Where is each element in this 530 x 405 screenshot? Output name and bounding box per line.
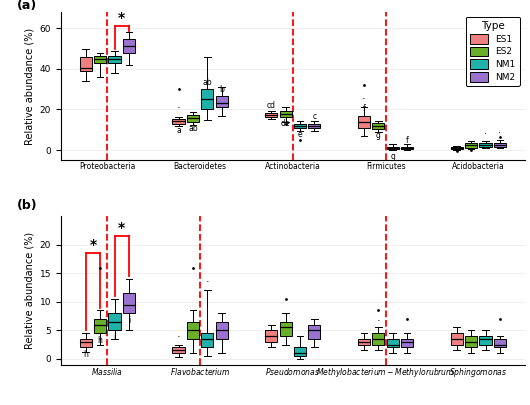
Text: h: h <box>83 350 88 359</box>
Text: g: g <box>390 151 395 161</box>
Bar <box>280 322 292 336</box>
Bar <box>494 339 506 347</box>
Bar <box>187 115 199 122</box>
Bar <box>373 333 384 345</box>
Text: ·: · <box>484 129 487 139</box>
Bar <box>465 336 477 347</box>
Bar <box>373 123 384 129</box>
Bar <box>387 147 399 149</box>
Bar <box>308 325 321 339</box>
Bar <box>80 339 92 347</box>
Bar <box>94 56 106 63</box>
Bar <box>401 339 413 347</box>
Bar <box>494 143 506 147</box>
Bar <box>201 89 213 109</box>
Bar <box>265 330 277 342</box>
Text: i: i <box>113 333 116 342</box>
Text: h: h <box>98 336 103 345</box>
Bar <box>109 56 120 63</box>
Legend: ES1, ES2, NM1, NM2: ES1, ES2, NM1, NM2 <box>466 17 520 86</box>
Bar <box>216 322 228 339</box>
Text: *: * <box>118 221 125 234</box>
Text: (a): (a) <box>17 0 37 12</box>
Bar <box>450 333 463 345</box>
Text: ·: · <box>362 94 366 104</box>
Text: ·: · <box>498 128 501 138</box>
Text: (b): (b) <box>17 199 38 212</box>
Text: ab: ab <box>188 124 198 133</box>
Y-axis label: Relative abundance (%): Relative abundance (%) <box>24 28 34 145</box>
Bar <box>294 347 306 356</box>
Bar <box>358 339 370 345</box>
Text: b: b <box>219 85 224 94</box>
Bar <box>80 57 92 71</box>
Y-axis label: Relative abundance (%): Relative abundance (%) <box>24 232 34 349</box>
Text: g: g <box>376 131 381 140</box>
Text: cd: cd <box>267 101 276 110</box>
Bar <box>280 111 292 117</box>
Bar <box>109 313 120 330</box>
Text: ·: · <box>176 332 180 341</box>
Bar <box>201 333 213 347</box>
Bar <box>187 322 199 339</box>
Text: *: * <box>90 238 96 252</box>
Text: de: de <box>281 119 290 128</box>
Bar <box>480 143 491 147</box>
Text: *: * <box>118 11 125 26</box>
Text: c: c <box>312 113 316 121</box>
Bar <box>387 339 399 347</box>
Bar <box>172 347 184 353</box>
Text: f: f <box>406 136 409 145</box>
Bar <box>401 147 413 149</box>
Bar <box>123 38 135 53</box>
Bar <box>294 124 306 128</box>
Bar <box>94 319 106 333</box>
Bar <box>123 293 135 313</box>
Bar <box>308 124 321 128</box>
Text: e: e <box>298 130 302 139</box>
Bar <box>216 96 228 107</box>
Text: ·: · <box>377 316 380 326</box>
Bar <box>450 147 463 149</box>
Text: ·: · <box>206 277 209 288</box>
Bar <box>172 119 184 124</box>
Bar <box>465 143 477 148</box>
Text: ·: · <box>176 103 180 113</box>
Text: a: a <box>176 126 181 135</box>
Text: i: i <box>128 316 130 325</box>
Text: ab: ab <box>202 78 212 87</box>
Bar <box>358 115 370 128</box>
Text: f: f <box>363 104 365 113</box>
Bar <box>265 113 277 117</box>
Bar <box>480 336 491 345</box>
